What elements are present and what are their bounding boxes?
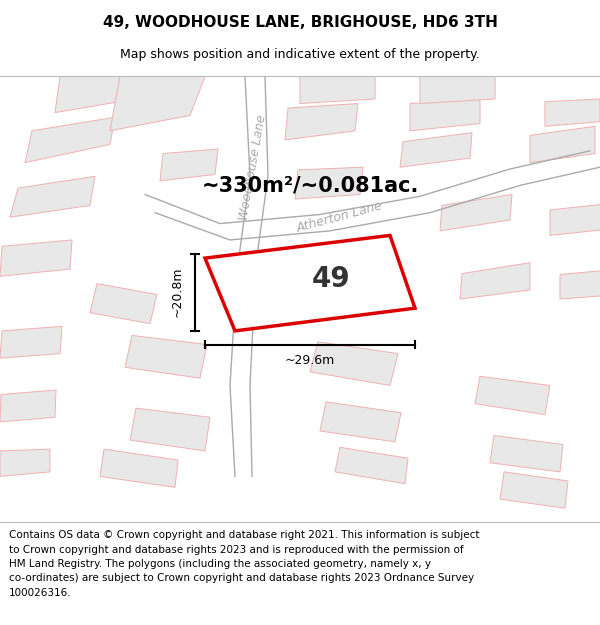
Polygon shape <box>55 76 145 112</box>
Polygon shape <box>0 390 56 422</box>
Text: 49, WOODHOUSE LANE, BRIGHOUSE, HD6 3TH: 49, WOODHOUSE LANE, BRIGHOUSE, HD6 3TH <box>103 16 497 31</box>
Polygon shape <box>0 449 50 476</box>
Polygon shape <box>460 262 530 299</box>
Polygon shape <box>110 76 205 131</box>
Text: Woodhouse Lane: Woodhouse Lane <box>237 113 269 221</box>
Polygon shape <box>25 117 115 162</box>
Polygon shape <box>285 104 358 140</box>
Text: Atherton Lane: Atherton Lane <box>295 199 385 235</box>
Polygon shape <box>130 408 210 451</box>
Text: ~330m²/~0.081ac.: ~330m²/~0.081ac. <box>202 176 419 196</box>
Polygon shape <box>500 472 568 508</box>
Polygon shape <box>300 76 375 104</box>
Polygon shape <box>490 436 563 472</box>
Polygon shape <box>295 168 363 199</box>
Polygon shape <box>530 126 595 162</box>
Polygon shape <box>420 76 495 104</box>
Polygon shape <box>335 448 408 484</box>
Polygon shape <box>90 284 157 324</box>
Polygon shape <box>545 99 600 126</box>
Text: Contains OS data © Crown copyright and database right 2021. This information is : Contains OS data © Crown copyright and d… <box>9 530 479 598</box>
Polygon shape <box>310 342 398 386</box>
Polygon shape <box>100 449 178 488</box>
Polygon shape <box>160 149 218 181</box>
Polygon shape <box>0 240 72 276</box>
Polygon shape <box>400 132 472 168</box>
Polygon shape <box>440 194 512 231</box>
Polygon shape <box>205 236 415 331</box>
Text: Map shows position and indicative extent of the property.: Map shows position and indicative extent… <box>120 48 480 61</box>
Polygon shape <box>560 269 600 299</box>
Polygon shape <box>320 402 401 442</box>
Polygon shape <box>0 326 62 358</box>
Polygon shape <box>475 376 550 414</box>
Text: ~20.8m: ~20.8m <box>170 267 184 318</box>
Polygon shape <box>410 99 480 131</box>
Text: ~29.6m: ~29.6m <box>285 354 335 367</box>
Polygon shape <box>10 176 95 217</box>
Text: 49: 49 <box>312 264 350 292</box>
Polygon shape <box>550 204 600 236</box>
Polygon shape <box>125 336 207 378</box>
